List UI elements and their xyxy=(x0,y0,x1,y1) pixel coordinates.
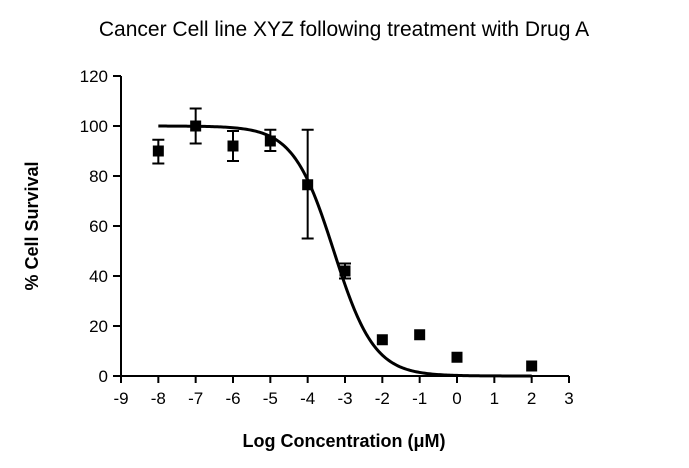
x-tick-label: 1 xyxy=(490,389,499,408)
x-tick-label: -7 xyxy=(188,389,203,408)
fit-curve xyxy=(158,124,532,378)
x-axis: -9 -8 -7 -6 -5 -4 -3 -2 -1 0 1 2 3 xyxy=(113,375,574,408)
data-point xyxy=(376,334,388,346)
y-tick-label: 40 xyxy=(89,267,108,286)
fit-curve-group xyxy=(158,124,532,378)
data-point xyxy=(339,265,351,277)
data-point xyxy=(302,179,314,191)
y-tick-label: 100 xyxy=(80,117,108,136)
x-tick-label: -4 xyxy=(300,389,315,408)
data-point xyxy=(152,145,164,157)
x-axis-label: Log Concentration (μM) xyxy=(243,431,446,451)
x-tick-label: -5 xyxy=(263,389,278,408)
data-point xyxy=(451,351,463,363)
x-tick-label: -8 xyxy=(151,389,166,408)
x-tick-label: -2 xyxy=(375,389,390,408)
y-axis: 0 20 40 60 80 100 120 xyxy=(80,67,122,386)
y-axis-label: % Cell Survival xyxy=(22,161,42,290)
data-point xyxy=(264,135,276,147)
x-tick-label: 2 xyxy=(527,389,536,408)
x-tick-label: -1 xyxy=(412,389,427,408)
x-tick-label: -3 xyxy=(337,389,352,408)
y-tick-label: 80 xyxy=(89,167,108,186)
y-tick-label: 60 xyxy=(89,217,108,236)
x-tick-label: -9 xyxy=(113,389,128,408)
x-tick-label: -6 xyxy=(225,389,240,408)
y-tick-label: 120 xyxy=(80,67,108,86)
data-point xyxy=(190,120,202,132)
data-point xyxy=(414,329,426,341)
data-point xyxy=(526,360,538,372)
x-tick-label: 3 xyxy=(564,389,573,408)
data-point xyxy=(227,140,239,152)
chart-title: Cancer Cell line XYZ following treatment… xyxy=(99,18,589,41)
y-tick-label: 0 xyxy=(99,367,108,386)
data-points xyxy=(152,107,538,372)
x-tick-label: 0 xyxy=(452,389,461,408)
y-tick-label: 20 xyxy=(89,317,108,336)
